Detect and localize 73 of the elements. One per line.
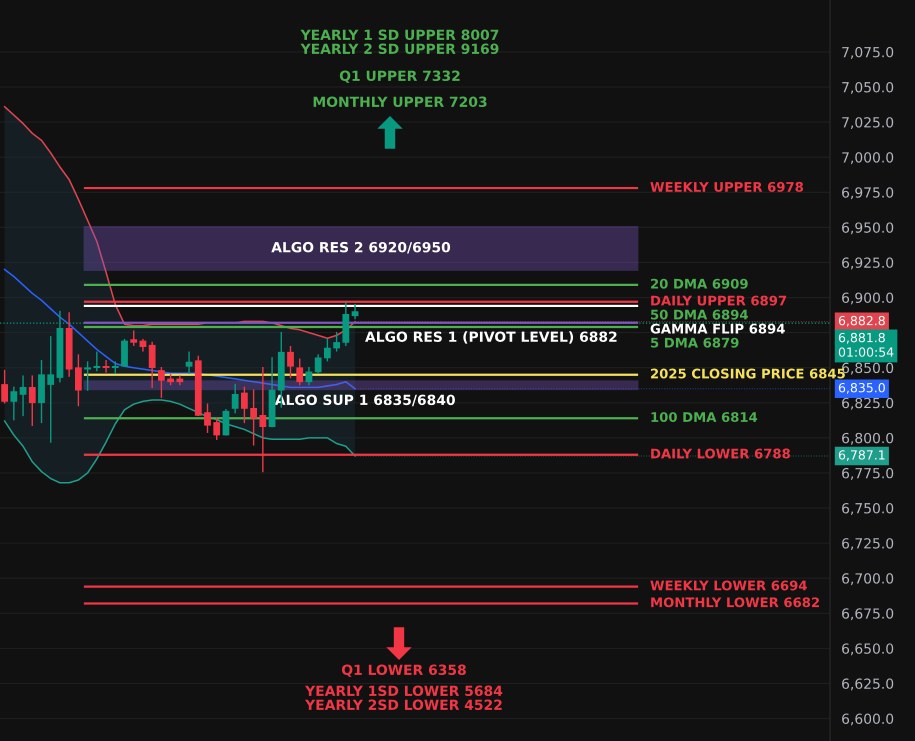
ref-line-label: GAMMA FLIP 6894 [650,324,785,334]
y-tick-label: 6,675.0 [842,608,894,620]
band-label: ALGO SUP 1 6835/6840 [274,394,455,406]
y-tick-label: 6,975.0 [842,187,894,200]
candlestick [296,358,304,386]
annotation: Q1 UPPER 7332 [340,70,460,83]
ref-line-label: 50 DMA 6894 [651,310,748,320]
data-label: 6,787.1 [838,450,885,461]
y-tick-label: 6,775.0 [842,468,894,480]
line-series [4,106,356,339]
annotation: YEARLY 1 SD UPPER 8007 [300,30,498,40]
candlestick [232,384,239,414]
candlestick [74,354,82,406]
y-tick-label: 7,075.0 [842,46,894,59]
candlestick [93,352,100,372]
candlestick [167,374,174,386]
candlestick [10,386,18,420]
candlestick [352,304,358,320]
ref-line-label: ALGO RES 1 (PIVOT LEVEL) 6882 [365,331,617,344]
y-tick-label: 7,000.0 [842,152,894,164]
candlestick [314,354,322,374]
ref-line-label: WEEKLY LOWER 6694 [650,580,807,590]
ref-line-label: WEEKLY UPPER 6978 [650,182,804,192]
y-tick-label: 6,650.0 [842,643,894,656]
band-label: ALGO RES 2 6920/6950 [271,242,450,254]
candlestick [140,338,146,352]
y-tick-label: 6,625.0 [842,678,894,690]
annotation: YEARLY 1SD LOWER 5684 [304,686,502,696]
y-tick-label: 6,725.0 [842,538,894,550]
candlestick [204,403,211,433]
ref-line-label: 20 DMA 6909 [651,278,748,289]
candlestick [130,330,138,346]
candlestick [240,386,248,424]
candlestick [1,370,8,404]
candlestick [222,409,230,436]
data-label: 6,882.8 [838,316,885,327]
candlestick [186,352,192,374]
annotation: Q1 LOWER 6358 [342,664,466,677]
annotation: MONTHLY UPPER 7203 [314,96,487,108]
candlestick [324,338,331,362]
annotation: YEARLY 2SD LOWER 4522 [304,700,502,710]
y-tick-label: 6,825.0 [842,398,894,410]
y-tick-label: 6,800.0 [842,432,894,445]
ref-line-label: DAILY UPPER 6897 [651,296,786,306]
y-tick-label: 6,950.0 [842,222,894,234]
candlestick [306,367,312,386]
ref-line-label: DAILY LOWER 6788 [651,448,790,459]
candlestick [47,336,54,443]
y-tick-label: 6,900.0 [842,292,894,304]
candlestick [148,342,156,388]
y-tick-label: 6,925.0 [842,257,894,270]
candlestick [84,361,92,391]
line-series [4,268,356,390]
ref-line-label: MONTHLY LOWER 6682 [651,597,819,608]
annotation: YEARLY 2 SD UPPER 9169 [300,44,498,54]
candlestick [213,418,220,440]
candlestick [112,361,119,374]
y-tick-label: 7,025.0 [842,117,894,129]
ref-line-label: 6,881.8 01:00:54 [838,332,894,357]
candlestick [287,346,294,378]
candlestick [102,360,110,373]
data-label: 6,835.0 [838,382,885,394]
y-tick-label: 7,050.0 [842,82,894,94]
candlestick [250,389,258,446]
ref-line-label: 100 DMA 6814 [651,412,758,422]
candlestick [158,367,165,398]
y-tick-label: 6,600.0 [842,714,894,726]
y-tick-label: 6,700.0 [842,573,894,586]
ref-line-label: 5 DMA 6879 [651,338,739,348]
candlestick [28,375,36,426]
candlestick [20,375,26,416]
y-tick-label: 6,750.0 [842,503,894,515]
candlestick [333,332,340,352]
